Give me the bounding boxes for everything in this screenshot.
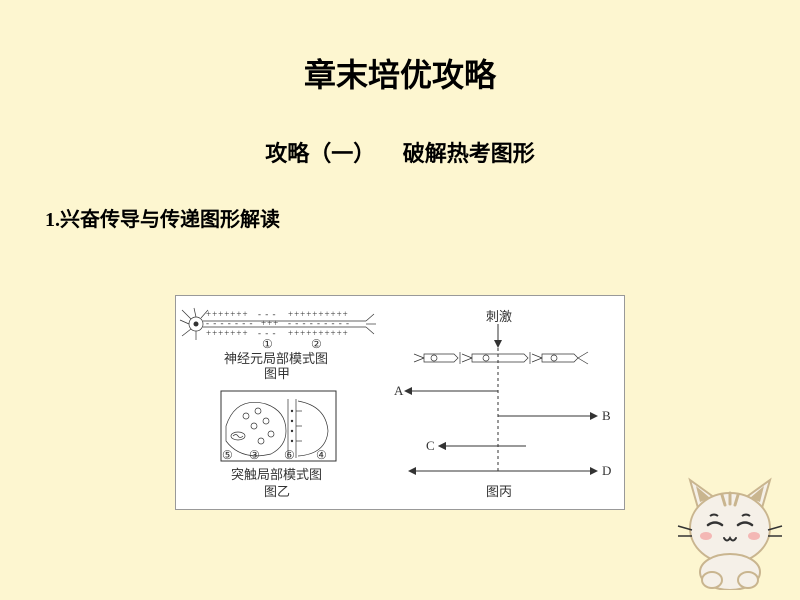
page-subtitle: 攻略（一） 破解热考图形: [0, 136, 800, 168]
cat-decoration: [670, 470, 790, 590]
circle-4: ④: [316, 448, 327, 462]
circle-3: ③: [249, 448, 260, 462]
figure-yi: ⑤ ③ ⑥ ④ 突触局部模式图 图乙: [221, 391, 336, 499]
figure-bing: 刺激: [394, 309, 611, 499]
svg-text:+++++++: +++++++: [206, 328, 249, 338]
circle-6: ⑥: [284, 448, 295, 462]
label-bing: 图丙: [486, 484, 512, 499]
figure-jia: +++++++ - - - ++++++++++ - - - - - - - +…: [180, 308, 376, 381]
svg-text:+++: +++: [261, 318, 279, 328]
page-title: 章末培优攻略: [0, 0, 800, 96]
diagram-container: +++++++ - - - ++++++++++ - - - - - - - +…: [175, 295, 625, 510]
label-D: D: [602, 463, 611, 478]
label-A: A: [394, 383, 404, 398]
section-heading: 1.兴奋传导与传递图形解读: [45, 203, 800, 232]
svg-text:- - - - - - -: - - - - - - -: [206, 318, 253, 328]
circle-5: ⑤: [222, 448, 233, 462]
label-jia: 图甲: [264, 366, 290, 381]
label-B: B: [602, 408, 611, 423]
svg-text:- - - - - - - - -: - - - - - - - - -: [288, 318, 350, 328]
caption-jia: 神经元局部模式图: [224, 351, 328, 366]
label-yi: 图乙: [264, 484, 290, 499]
stimulus-label: 刺激: [486, 309, 512, 324]
circle-2: ②: [311, 337, 322, 351]
subtitle-part1: 攻略（一）: [265, 141, 375, 166]
circle-1: ①: [262, 337, 273, 351]
diagram-svg: +++++++ - - - ++++++++++ - - - - - - - +…: [176, 296, 626, 511]
subtitle-part2: 破解热考图形: [403, 141, 535, 166]
caption-yi: 突触局部模式图: [231, 467, 322, 482]
label-C: C: [426, 438, 435, 453]
